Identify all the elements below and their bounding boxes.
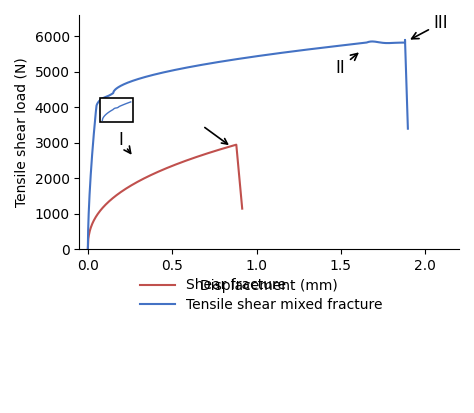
Legend: Shear fracture, Tensile shear mixed fracture: Shear fracture, Tensile shear mixed frac… xyxy=(135,273,388,318)
Text: II: II xyxy=(336,54,357,76)
Y-axis label: Tensile shear load (N): Tensile shear load (N) xyxy=(15,57,29,207)
X-axis label: Displacement (mm): Displacement (mm) xyxy=(201,279,338,293)
Text: III: III xyxy=(411,14,448,39)
Bar xyxy=(100,98,133,122)
Text: I: I xyxy=(118,131,131,153)
